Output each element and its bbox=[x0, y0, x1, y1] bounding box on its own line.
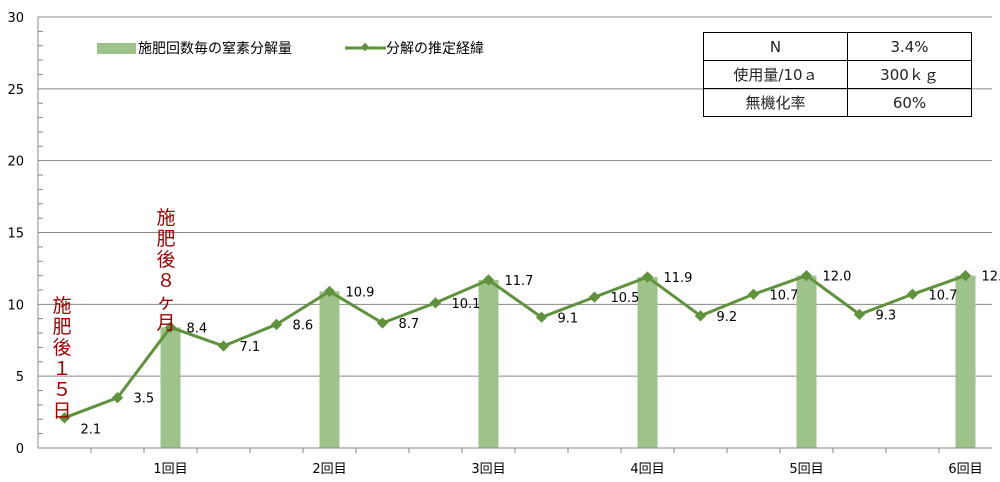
data-label: 10.9 bbox=[346, 285, 375, 300]
line-marker bbox=[588, 291, 601, 303]
x-tick-label: 3回目 bbox=[471, 462, 505, 477]
info-row: 使用量/10ａ 300ｋｇ bbox=[703, 60, 972, 89]
line-marker bbox=[164, 321, 177, 333]
x-tick-label: 2回目 bbox=[312, 462, 346, 477]
bar bbox=[319, 291, 340, 448]
y-tick-label: 10 bbox=[7, 298, 24, 313]
line-marker bbox=[270, 318, 283, 331]
line-marker bbox=[535, 311, 548, 323]
info-key: 使用量/10ａ bbox=[703, 60, 848, 89]
info-key: 無機化率 bbox=[703, 88, 848, 117]
bar bbox=[160, 327, 181, 448]
series-line bbox=[63, 273, 966, 420]
info-value: 60% bbox=[847, 88, 972, 117]
data-label: 2.1 bbox=[81, 423, 102, 438]
data-label: 9.3 bbox=[876, 308, 897, 323]
line-marker bbox=[800, 269, 813, 282]
data-label: 11.7 bbox=[505, 274, 534, 289]
data-label: 10.1 bbox=[452, 297, 481, 312]
legend-item-line: 分解の推定経緯 bbox=[345, 38, 484, 58]
info-key: N bbox=[703, 32, 848, 61]
y-tick-label: 30 bbox=[7, 11, 24, 26]
info-value: 300ｋｇ bbox=[847, 60, 972, 89]
line-marker bbox=[429, 297, 442, 309]
data-label: 10.5 bbox=[611, 291, 640, 306]
info-row: 無機化率 60% bbox=[703, 88, 972, 117]
data-label: 8.4 bbox=[187, 321, 208, 336]
line-marker bbox=[906, 288, 919, 300]
line-marker bbox=[853, 308, 866, 321]
legend-line-label: 分解の推定経緯 bbox=[386, 41, 484, 57]
line-marker bbox=[959, 269, 972, 282]
info-row: N 3.4% bbox=[703, 32, 972, 61]
y-tick-label: 15 bbox=[7, 227, 24, 242]
x-tick-label: 4回目 bbox=[630, 462, 664, 477]
data-label: 10.7 bbox=[929, 288, 958, 303]
data-label: 8.7 bbox=[399, 317, 420, 332]
line-marker bbox=[482, 274, 495, 286]
legend-bar-label: 施肥回数毎の窒素分解量 bbox=[138, 41, 292, 57]
info-table: N 3.4% 使用量/10ａ 300ｋｇ 無機化率 60% bbox=[703, 32, 972, 117]
annotation-15-days: 施肥後１５日 bbox=[52, 295, 72, 422]
line-marker bbox=[323, 285, 336, 298]
legend-item-bar: 施肥回数毎の窒素分解量 bbox=[97, 38, 292, 58]
data-label: 12.0 bbox=[982, 270, 1000, 285]
y-tick-label: 25 bbox=[7, 83, 24, 98]
legend-line-swatch bbox=[345, 42, 386, 52]
bar bbox=[478, 279, 499, 448]
line-marker bbox=[747, 288, 760, 300]
data-label: 11.9 bbox=[664, 271, 693, 286]
bar bbox=[955, 275, 976, 448]
y-tick-label: 5 bbox=[16, 370, 24, 385]
line-marker bbox=[217, 340, 230, 352]
y-tick-label: 20 bbox=[7, 155, 24, 170]
bar bbox=[637, 277, 658, 448]
line-marker bbox=[376, 317, 389, 329]
x-tick-label: 1回目 bbox=[153, 462, 187, 477]
info-value: 3.4% bbox=[847, 32, 972, 61]
y-tick-label: 0 bbox=[16, 442, 24, 457]
data-label: 10.7 bbox=[770, 288, 799, 303]
legend-bar-swatch bbox=[97, 42, 136, 54]
x-tick-label: 5回目 bbox=[789, 462, 823, 477]
data-label: 7.1 bbox=[240, 340, 261, 355]
data-label: 8.6 bbox=[293, 318, 314, 333]
annotation-8-months: 施肥後８ヶ月 bbox=[156, 207, 176, 334]
bar bbox=[796, 275, 817, 448]
line-marker bbox=[694, 310, 707, 322]
data-label: 12.0 bbox=[823, 270, 852, 285]
data-label: 9.2 bbox=[717, 310, 738, 325]
data-label: 9.1 bbox=[558, 311, 579, 326]
x-tick-label: 6回目 bbox=[948, 462, 982, 477]
data-label: 3.5 bbox=[134, 392, 155, 407]
line-marker bbox=[641, 271, 654, 283]
